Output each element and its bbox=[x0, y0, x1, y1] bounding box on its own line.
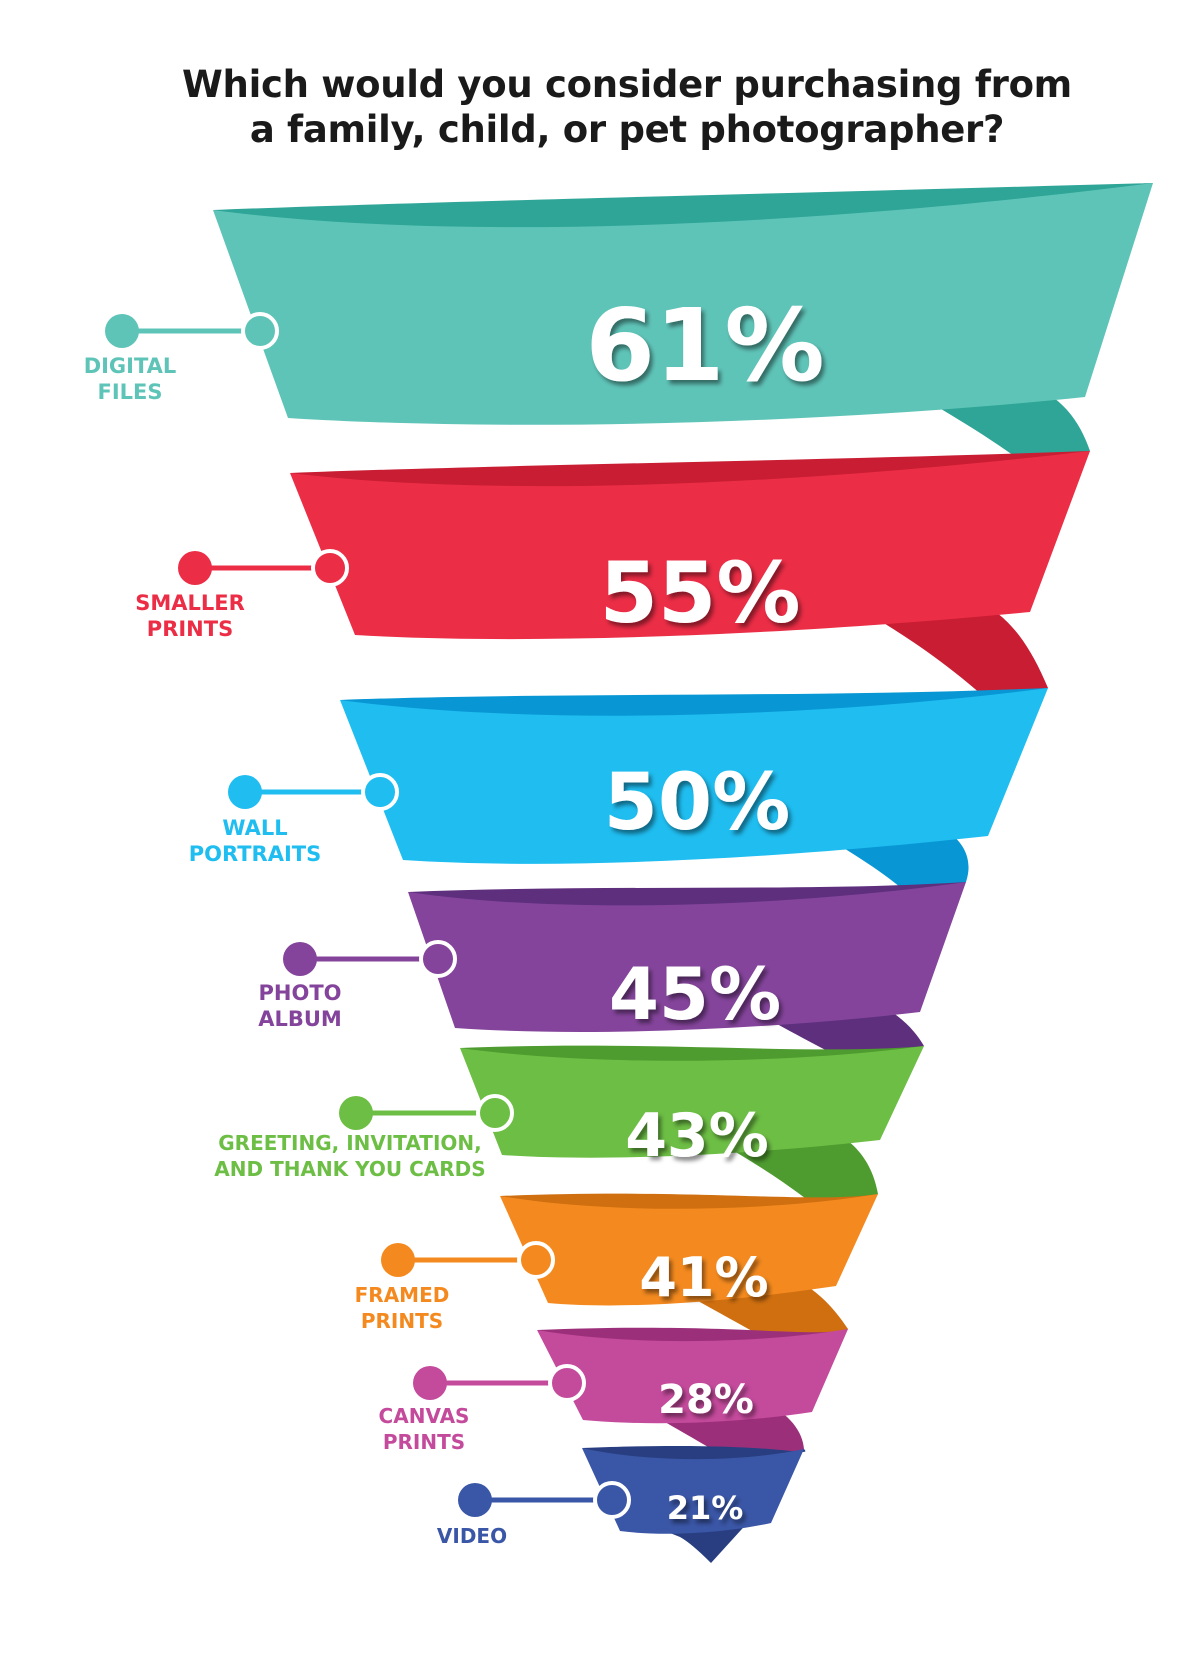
connector-dot-4 bbox=[339, 1096, 373, 1130]
connector-ring-4 bbox=[476, 1094, 514, 1132]
funnel-band-3 bbox=[408, 882, 966, 1032]
connector-ring-3 bbox=[419, 940, 457, 978]
category-label-0: FILES bbox=[97, 380, 162, 404]
category-label-1: PRINTS bbox=[147, 617, 233, 641]
connector-dot-7 bbox=[458, 1483, 492, 1517]
category-label-6: CANVAS bbox=[379, 1404, 470, 1428]
category-label-3: PHOTO bbox=[259, 981, 342, 1005]
category-label-2: PORTRAITS bbox=[189, 842, 321, 866]
category-label-2: WALL bbox=[222, 816, 287, 840]
category-label-4: GREETING, INVITATION, bbox=[218, 1131, 481, 1155]
value-label-1: 55% bbox=[599, 544, 800, 642]
value-label-4: 43% bbox=[625, 1101, 769, 1171]
connector-ring-7 bbox=[593, 1481, 631, 1519]
value-label-5: 41% bbox=[639, 1246, 768, 1309]
chart-title-line-2: a family, child, or pet photographer? bbox=[249, 108, 1005, 151]
value-label-7: 21% bbox=[667, 1489, 744, 1527]
funnel-band-2 bbox=[340, 688, 1048, 864]
funnel-band-0 bbox=[213, 183, 1153, 425]
chart-title-line-1: Which would you consider purchasing from bbox=[182, 63, 1072, 106]
connector-ring-0 bbox=[241, 312, 279, 350]
connector-ring-6 bbox=[548, 1364, 586, 1402]
connector-dot-2 bbox=[228, 775, 262, 809]
value-label-2: 50% bbox=[604, 758, 791, 848]
category-label-4: AND THANK YOU CARDS bbox=[214, 1157, 485, 1181]
chart-title: Which would you consider purchasing from… bbox=[0, 62, 1200, 152]
category-label-0: DIGITAL bbox=[84, 354, 177, 378]
value-label-6: 28% bbox=[658, 1377, 754, 1423]
value-label-3: 45% bbox=[609, 952, 781, 1036]
value-label-0: 61% bbox=[585, 287, 824, 404]
connector-dot-1 bbox=[178, 551, 212, 585]
connector-dot-0 bbox=[105, 314, 139, 348]
connector-dot-3 bbox=[283, 942, 317, 976]
category-label-6: PRINTS bbox=[383, 1430, 465, 1454]
category-label-3: ALBUM bbox=[258, 1007, 342, 1031]
funnel-band-7 bbox=[582, 1448, 804, 1534]
category-label-7: VIDEO bbox=[437, 1524, 507, 1548]
connector-ring-2 bbox=[361, 773, 399, 811]
connector-dot-6 bbox=[413, 1366, 447, 1400]
connector-ring-5 bbox=[517, 1241, 555, 1279]
connector-dot-5 bbox=[381, 1243, 415, 1277]
category-label-5: PRINTS bbox=[361, 1309, 443, 1333]
connector-ring-1 bbox=[311, 549, 349, 587]
funnel-band-4 bbox=[460, 1046, 924, 1158]
category-label-5: FRAMED bbox=[355, 1283, 450, 1307]
category-label-1: SMALLER bbox=[135, 591, 245, 615]
funnel-band-6 bbox=[537, 1329, 848, 1424]
funnel-band-1 bbox=[290, 451, 1090, 640]
funnel-band-5 bbox=[500, 1194, 878, 1306]
